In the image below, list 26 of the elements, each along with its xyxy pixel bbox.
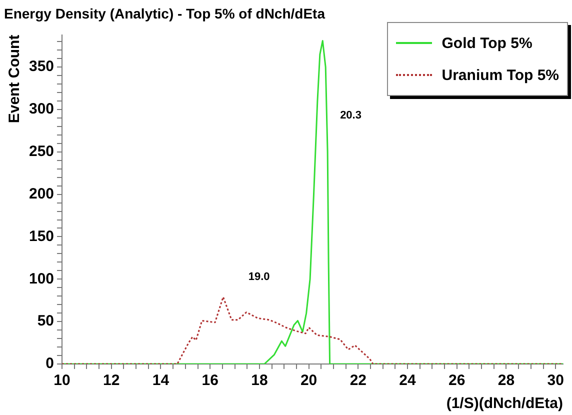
x-tick-label: 26 <box>448 372 466 390</box>
y-tick-label: 250 <box>28 143 54 160</box>
y-tick-label: 200 <box>28 185 54 202</box>
x-tick-label: 28 <box>498 372 515 390</box>
x-tick-label: 10 <box>54 372 70 390</box>
legend-label: Uranium Top 5% <box>442 66 559 84</box>
legend-label: Gold Top 5% <box>442 34 532 52</box>
x-tick-label: 20 <box>300 372 318 390</box>
annotation: 19.0 <box>248 270 270 283</box>
y-tick-label: 100 <box>28 270 54 288</box>
x-tick-label: 14 <box>152 372 170 390</box>
annotation: 20.3 <box>340 109 362 122</box>
x-axis-title: (1/S)(dNch/dEta) <box>446 395 563 412</box>
x-tick-label: 18 <box>251 372 268 390</box>
x-tick-label: 12 <box>103 372 120 390</box>
y-tick-label: 300 <box>28 100 54 118</box>
x-tick-label: 16 <box>202 372 218 390</box>
x-tick-label: 22 <box>350 372 367 390</box>
x-tick-label: 30 <box>547 372 564 390</box>
chart-title: Energy Density (Analytic) - Top 5% of dNch/dEta <box>4 5 326 22</box>
y-tick-label: 150 <box>28 228 54 245</box>
y-tick-label: 350 <box>28 58 54 76</box>
y-axis-title: Event Count <box>6 34 24 124</box>
x-tick-label: 24 <box>399 372 417 390</box>
y-tick-label: 0 <box>46 355 54 372</box>
y-tick-label: 50 <box>37 312 54 330</box>
